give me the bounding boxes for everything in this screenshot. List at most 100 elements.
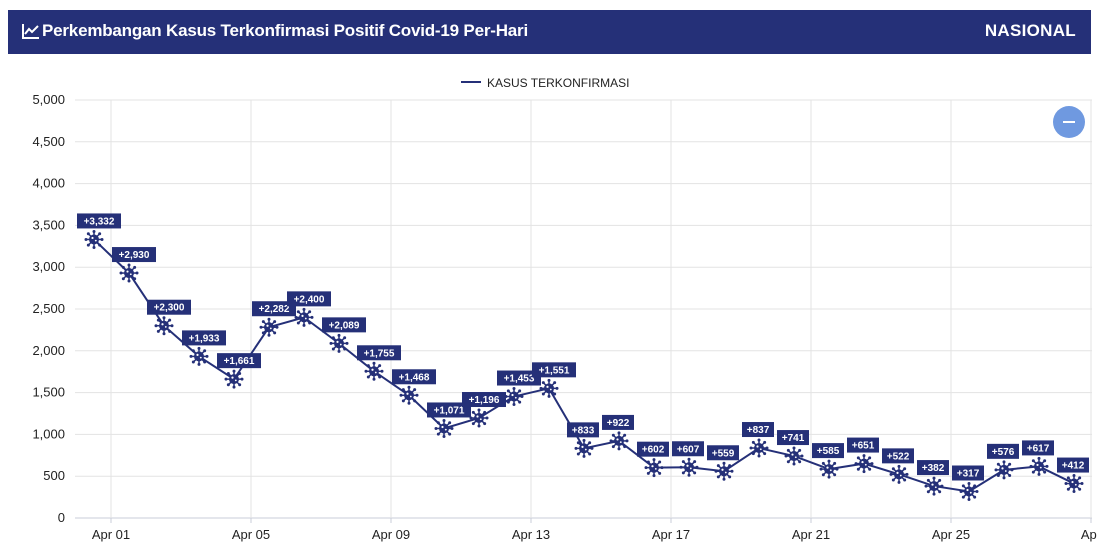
x-tick-label: Apr 05	[232, 527, 270, 542]
data-label-box	[462, 392, 506, 408]
x-tick-label: Apr 17	[652, 527, 690, 542]
x-tick-label: Apr 13	[512, 527, 550, 542]
data-label: +607	[677, 444, 700, 455]
data-label-box	[1022, 440, 1054, 456]
virus-icon[interactable]	[574, 438, 594, 458]
virus-icon[interactable]	[84, 229, 104, 249]
y-tick-label: 3,000	[32, 259, 65, 274]
virus-icon[interactable]	[924, 476, 944, 496]
y-tick-label: 1,500	[32, 385, 65, 400]
data-label: +1,071	[434, 405, 465, 416]
data-label-box	[672, 441, 704, 457]
data-label: +833	[572, 425, 595, 436]
minus-icon	[1063, 121, 1075, 123]
y-tick-label: 2,000	[32, 343, 65, 358]
data-label: +1,933	[189, 333, 220, 344]
data-label-box	[252, 301, 296, 317]
zoom-out-button[interactable]	[1053, 106, 1085, 138]
virus-icon[interactable]	[469, 408, 489, 428]
data-label-box	[77, 213, 121, 229]
x-tick-label: Apr 09	[372, 527, 410, 542]
data-label: +1,551	[539, 365, 570, 376]
virus-icon[interactable]	[819, 459, 839, 479]
data-label: +602	[642, 445, 665, 456]
data-label-box	[532, 362, 576, 378]
data-label: +3,332	[84, 216, 115, 227]
data-label-box	[742, 422, 774, 438]
data-label-box	[217, 353, 261, 369]
data-label: +651	[852, 441, 875, 452]
x-tick-label: Apr 01	[92, 527, 130, 542]
data-label-box	[637, 441, 669, 457]
virus-icon[interactable]	[854, 454, 874, 474]
y-tick-label: 1,000	[32, 426, 65, 441]
data-label-box	[497, 370, 541, 386]
legend[interactable]: KASUS TERKONFIRMASI	[461, 76, 629, 90]
virus-icon[interactable]	[784, 446, 804, 466]
x-tick-label: Apr	[1081, 527, 1097, 542]
virus-icon[interactable]	[154, 316, 174, 336]
y-tick-label: 0	[58, 510, 65, 525]
virus-icon[interactable]	[889, 464, 909, 484]
virus-icon[interactable]	[434, 418, 454, 438]
virus-icon[interactable]	[399, 385, 419, 405]
data-label: +2,400	[294, 294, 325, 305]
data-label-box	[357, 345, 401, 361]
virus-icon[interactable]	[294, 307, 314, 327]
data-label-box	[287, 291, 331, 307]
data-label-box	[952, 465, 984, 481]
virus-icon[interactable]	[1029, 456, 1049, 476]
virus-icon[interactable]	[749, 438, 769, 458]
virus-icon[interactable]	[329, 333, 349, 353]
series-kasus-terkonfirmasi	[84, 229, 1084, 501]
data-label: +576	[992, 447, 1015, 458]
virus-icon[interactable]	[1064, 474, 1084, 494]
x-axis: Apr 01 Apr 05 Apr 09 Apr 13 Apr 17 Apr 21 Apr …	[92, 518, 1097, 542]
data-label-box	[182, 330, 226, 346]
virus-icon[interactable]	[189, 346, 209, 366]
data-label-box	[602, 414, 634, 430]
scope-label: NASIONAL	[984, 21, 1076, 40]
data-label: +2,930	[119, 250, 150, 261]
virus-icon[interactable]	[644, 458, 664, 478]
data-label: +382	[922, 463, 945, 474]
data-label: +837	[747, 425, 770, 436]
data-label-box	[882, 448, 914, 464]
virus-icon[interactable]	[959, 481, 979, 501]
y-tick-label: 4,500	[32, 134, 65, 149]
header-bar: Perkembangan Kasus Terkonfirmasi Positif…	[8, 10, 1091, 54]
data-label: +1,196	[469, 395, 500, 406]
data-label: +1,661	[224, 356, 255, 367]
data-label: +2,089	[329, 320, 360, 331]
y-tick-label: 2,500	[32, 301, 65, 316]
virus-icon[interactable]	[714, 461, 734, 481]
virus-icon[interactable]	[224, 369, 244, 389]
data-label: +522	[887, 451, 910, 462]
data-label-box	[987, 443, 1019, 459]
virus-icon[interactable]	[119, 263, 139, 283]
data-label-box	[707, 445, 739, 461]
virus-icon[interactable]	[994, 460, 1014, 480]
data-label-box	[917, 460, 949, 476]
virus-icon[interactable]	[259, 317, 279, 337]
data-label-box	[392, 369, 436, 385]
data-label: +617	[1027, 443, 1050, 454]
virus-icon[interactable]	[364, 361, 384, 381]
data-label-box	[812, 443, 844, 459]
virus-icon[interactable]	[539, 378, 559, 398]
virus-icon[interactable]	[609, 431, 629, 451]
data-label-box	[112, 247, 156, 263]
data-label: +559	[712, 448, 735, 459]
data-label: +741	[782, 433, 805, 444]
line-chart-icon	[22, 24, 39, 39]
x-tick-label: Apr 25	[932, 527, 970, 542]
data-label: +1,453	[504, 374, 535, 385]
virus-icon[interactable]	[679, 457, 699, 477]
data-label: +1,468	[399, 372, 430, 383]
data-label-box	[427, 402, 471, 418]
data-label-box	[147, 299, 191, 315]
data-label: +317	[957, 468, 980, 479]
y-tick-label: 4,000	[32, 176, 65, 191]
chart-grid	[75, 99, 1092, 519]
virus-icon[interactable]	[504, 387, 524, 407]
